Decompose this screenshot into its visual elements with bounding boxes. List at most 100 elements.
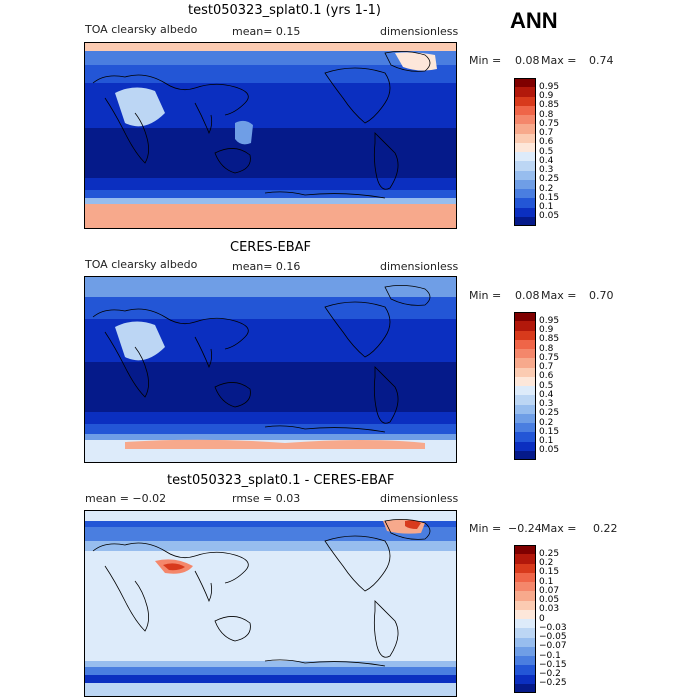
panel-2-colorbar: 0.95 0.9 0.85 0.8 0.75 0.7 0.6 0.5 0.4 0.3 0.25 0.2…: [514, 312, 559, 460]
panel-3-mean-label: mean = −0.02: [85, 492, 167, 505]
colorbar-tick-label: 0.05: [539, 211, 560, 222]
colorbar-box: [514, 142, 536, 152]
colorbar-tick-label: 0.1: [539, 576, 554, 587]
colorbar-tick-label: −0.1: [539, 650, 561, 661]
colorbar-tick-label: 0.05: [539, 445, 560, 456]
colorbar-tick-label: 0.2: [539, 183, 554, 194]
colorbar-tick-label: 0.9: [539, 91, 554, 101]
colorbar-tick-label: 0.15: [539, 567, 560, 578]
panel-3-max-value: 0.22: [593, 522, 618, 535]
panel-1-variable-label: TOA clearsky albedo: [85, 23, 198, 36]
colorbar-box: [514, 161, 536, 171]
panel-1-mean-label: mean= 0.15: [232, 25, 301, 38]
colorbar-box: [514, 189, 536, 199]
colorbar-tick-label: 0.95: [539, 81, 560, 92]
panel-3-rmse-label: rmse = 0.03: [232, 492, 301, 505]
colorbar-tick-label: 0.15: [539, 192, 560, 203]
colorbar-box: [514, 656, 536, 666]
colorbar-box: [514, 432, 536, 442]
panel-1-colorbar: 0.95 0.9 0.85 0.8 0.75 0.7 0.6 0.5 0.4 0.3 0.25 0.2…: [514, 78, 559, 226]
panel-2-min-label: Min =: [469, 289, 502, 302]
panel-1-title: test050323_splat0.1 (yrs 1-1): [188, 3, 381, 18]
panel-1-map-svg: [85, 43, 456, 228]
colorbar-tick-label: 0.5: [539, 380, 554, 391]
colorbar-box: [514, 395, 536, 405]
colorbar-box: [514, 152, 536, 162]
colorbar-box: [514, 349, 536, 359]
colorbar-box: [514, 582, 536, 592]
colorbar-box: [514, 674, 536, 684]
colorbar-tick-label: 0.75: [539, 352, 560, 363]
colorbar-tick-label: 0.15: [539, 426, 560, 437]
colorbar-box: [514, 330, 536, 340]
colorbar-tick-label: 0.95: [539, 315, 560, 326]
colorbar-box: [514, 105, 536, 115]
colorbar-tick-label: −0.05: [539, 632, 567, 642]
panel-1-map: [84, 42, 457, 229]
colorbar-tick-label: 0.1: [539, 436, 554, 446]
colorbar-tick-label: 0.3: [539, 399, 554, 409]
colorbar-tick-label: 0.85: [539, 334, 560, 345]
colorbar-tick-label: 0.03: [539, 604, 560, 615]
panel-2-coastlines: [92, 285, 431, 433]
colorbar-tick-label: 0.75: [539, 118, 560, 129]
colorbar-tick-label: 0.1: [539, 202, 554, 212]
panel-3-title: test050323_splat0.1 - CERES-EBAF: [167, 473, 395, 488]
colorbar-box: [514, 600, 536, 610]
panel-3-map-svg: [85, 511, 456, 696]
colorbar-tick-label: −0.03: [539, 622, 567, 633]
colorbar-box: [514, 554, 536, 564]
panel-3-coastlines: [92, 519, 431, 667]
panel-2-max-label: Max =: [541, 289, 577, 302]
colorbar-box: [514, 450, 536, 460]
panel-3-units-label: dimensionless: [380, 492, 459, 505]
panel-2-map-svg: [85, 277, 456, 462]
colorbar-tick-label: 0.4: [539, 389, 554, 400]
colorbar-box: [514, 170, 536, 180]
colorbar-box: [514, 423, 536, 433]
colorbar-box: [514, 198, 536, 208]
colorbar-tick-label: 0.6: [539, 137, 554, 148]
colorbar-box: [514, 572, 536, 582]
colorbar-box: [514, 545, 536, 555]
colorbar-box: [514, 628, 536, 638]
colorbar-tick-label: 0.25: [539, 408, 560, 419]
colorbar-box: [514, 179, 536, 189]
colorbar-box: [514, 124, 536, 134]
colorbar-tick-label: 0.7: [539, 128, 554, 138]
colorbar-tick-label: −0.07: [539, 641, 567, 652]
colorbar-box: [514, 441, 536, 451]
colorbar-box: [514, 683, 536, 693]
colorbar-box: [514, 376, 536, 386]
colorbar-tick-label: 0.07: [539, 585, 560, 596]
colorbar-box: [514, 563, 536, 573]
colorbar-box: [514, 591, 536, 601]
colorbar-tick-label: 0.8: [539, 343, 554, 354]
colorbar-tick-label: 0.8: [539, 109, 554, 120]
colorbar-tick-label: 0.25: [539, 174, 560, 185]
colorbar-box: [514, 358, 536, 368]
panel-1-max-label: Max =: [541, 54, 577, 67]
colorbar-box: [514, 216, 536, 226]
panel-2-mean-label: mean= 0.16: [232, 260, 301, 273]
season-label: ANN: [510, 8, 558, 33]
colorbar-box: [514, 339, 536, 349]
panel-1-units-label: dimensionless: [380, 25, 459, 38]
panel-2-min-value: 0.08: [515, 289, 540, 302]
colorbar-tick-label: 0.3: [539, 165, 554, 175]
colorbar-tick-label: 0.5: [539, 146, 554, 157]
panel-2-units-label: dimensionless: [380, 260, 459, 273]
colorbar-box: [514, 96, 536, 106]
colorbar-tick-label: 0.05: [539, 595, 560, 605]
panel-3-min-value: −0.24: [508, 522, 542, 535]
colorbar-box: [514, 115, 536, 125]
panel-3-map: [84, 510, 457, 697]
panel-1-min-label: Min =: [469, 54, 502, 67]
colorbar-tick-label: −0.15: [539, 659, 567, 670]
colorbar-tick-label: 0.6: [539, 371, 554, 382]
colorbar-tick-label: 0.2: [539, 558, 554, 568]
colorbar-box: [514, 321, 536, 331]
colorbar-box: [514, 609, 536, 619]
panel-1-max-value: 0.74: [589, 54, 614, 67]
colorbar-box: [514, 207, 536, 217]
